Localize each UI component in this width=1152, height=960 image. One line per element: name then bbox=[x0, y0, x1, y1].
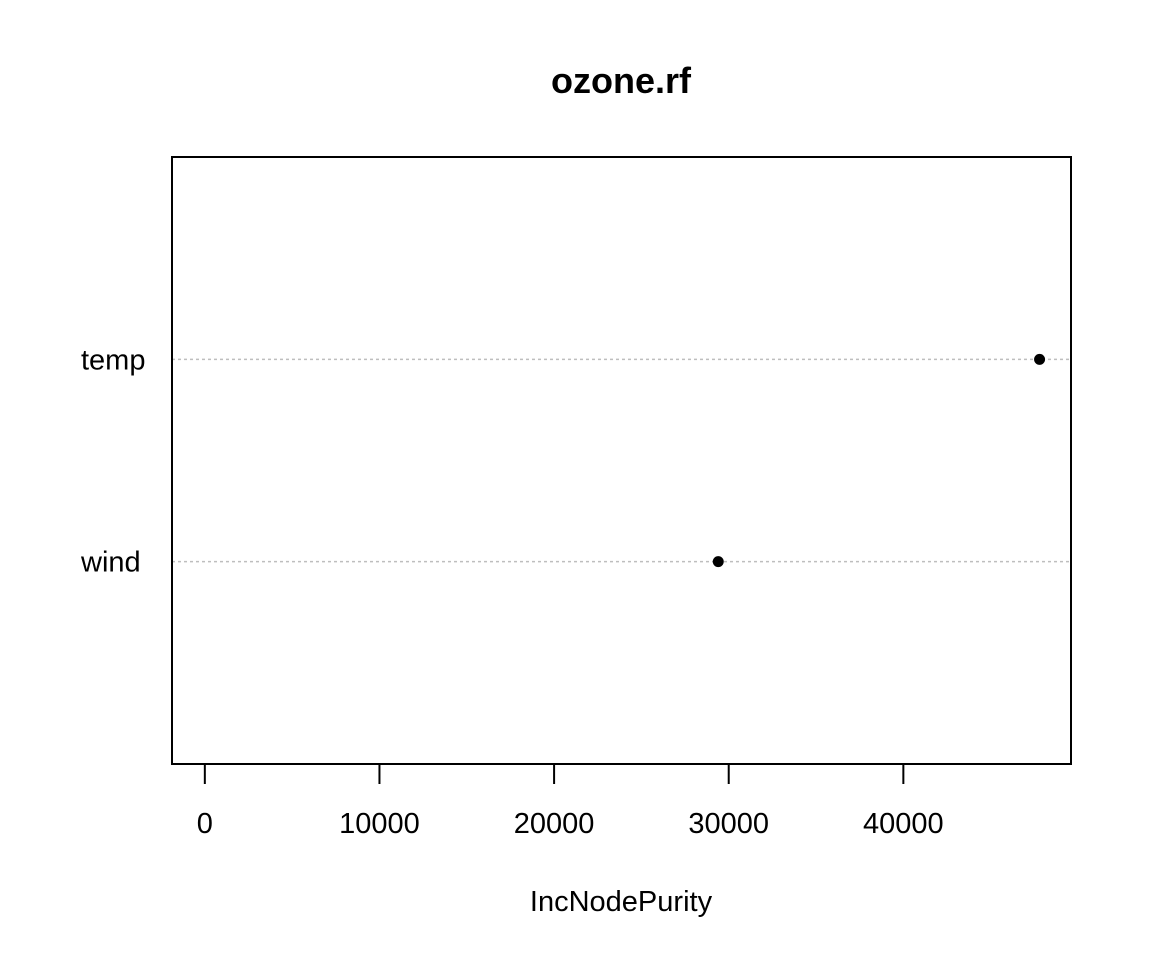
data-points bbox=[712, 353, 1046, 568]
guide-lines bbox=[172, 358, 1071, 563]
data-point-wind bbox=[712, 556, 724, 568]
x-tick-label-20000: 20000 bbox=[514, 808, 595, 840]
plot-frame bbox=[171, 156, 1072, 765]
x-tick-label-10000: 10000 bbox=[339, 808, 420, 840]
data-point-temp bbox=[1034, 353, 1046, 365]
category-label-wind: wind bbox=[80, 547, 141, 579]
category-labels: wind temp bbox=[80, 344, 145, 578]
x-tick-label-40000: 40000 bbox=[863, 808, 944, 840]
chart-title: ozone.rf bbox=[551, 60, 692, 101]
x-axis-label: IncNodePurity bbox=[530, 886, 713, 918]
x-tick-label-30000: 30000 bbox=[688, 808, 769, 840]
category-label-temp: temp bbox=[81, 344, 145, 376]
x-tick-label-0: 0 bbox=[197, 808, 213, 840]
x-axis-ticks: 0 10000 20000 30000 40000 bbox=[197, 764, 944, 840]
